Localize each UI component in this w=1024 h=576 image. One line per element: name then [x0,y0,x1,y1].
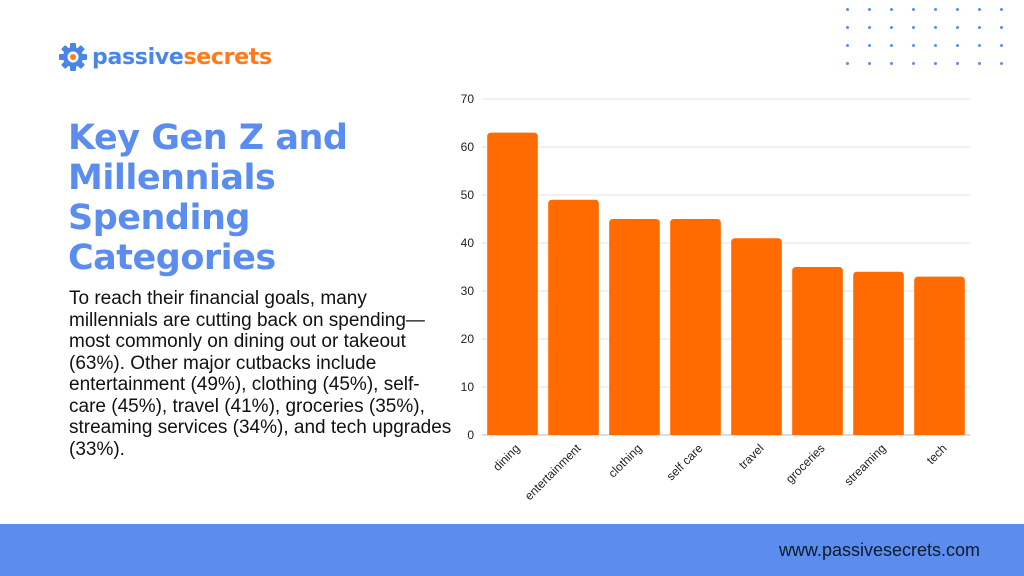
decorative-dot [868,44,871,47]
y-tick-label: 30 [461,284,475,298]
logo-text: passivesecrets [92,45,272,70]
bar-streaming [853,271,904,435]
decorative-dot [890,26,893,29]
gear-icon [59,43,87,71]
bar-tech [914,276,965,435]
bar-groceries [792,267,843,435]
decorative-dot [956,8,959,11]
x-tick-label: groceries [783,441,828,486]
decorative-dot [978,62,981,65]
x-tick-label: self care [664,441,706,483]
decorative-dot [912,62,915,65]
bar-dining [487,132,538,435]
footer-url: www.passivesecrets.com [778,540,980,560]
y-tick-label: 20 [461,332,475,346]
decorative-dot [890,8,893,11]
decorative-dot [846,44,849,47]
decorative-dot [912,44,915,47]
decorative-dot [868,26,871,29]
decorative-dot [934,62,937,65]
y-tick-label: 70 [461,92,475,106]
bar-entertainment [548,199,599,435]
bar-chart: 0 10 20 30 40 50 60 70 dining entertainment clothi… [461,92,970,503]
decorative-dot [978,26,981,29]
bar-clothing [609,219,660,435]
decorative-dot [934,8,937,11]
x-tick-label: streaming [841,441,888,488]
decorative-dot [934,26,937,29]
x-tick-label: clothing [605,441,644,480]
y-tick-label: 40 [461,236,475,250]
y-tick-label: 50 [461,188,475,202]
decorative-dot [868,62,871,65]
decorative-dot [868,8,871,11]
x-tick-label: tech [924,441,950,467]
decorative-dot [846,62,849,65]
decorative-dot [890,44,893,47]
decorative-dot [956,62,959,65]
decorative-dot [890,62,893,65]
y-tick-label: 60 [461,140,475,154]
decorative-dot [912,26,915,29]
decorative-dot [978,8,981,11]
decorative-dot [956,26,959,29]
y-tick-label: 0 [467,428,474,442]
decorative-dot [846,26,849,29]
description-text: To reach their financial goals, many mil… [69,288,452,460]
x-tick-label: entertainment [522,441,584,503]
logo-text-passive: passive [92,44,184,70]
decorative-dot [934,44,937,47]
bar-self-care [670,219,721,435]
footer-bar: www.passivesecrets.com [0,524,1024,576]
logo-text-secrets: secrets [183,44,273,70]
decorative-dot [978,44,981,47]
decorative-dot [912,8,915,11]
decorative-dot [956,44,959,47]
logo: passivesecrets [58,42,272,72]
decorative-dot-grid [846,8,1024,78]
decorative-dot [1000,26,1003,29]
y-tick-label: 10 [461,380,475,394]
x-tick-label: travel [736,441,767,472]
decorative-dot [846,8,849,11]
decorative-dot [1000,62,1003,65]
bar-travel [731,238,782,435]
x-tick-label: dining [490,441,523,474]
page-title: Key Gen Z and Millennials Spending Categ… [68,118,348,278]
decorative-dot [1000,8,1003,11]
decorative-dot [1000,44,1003,47]
